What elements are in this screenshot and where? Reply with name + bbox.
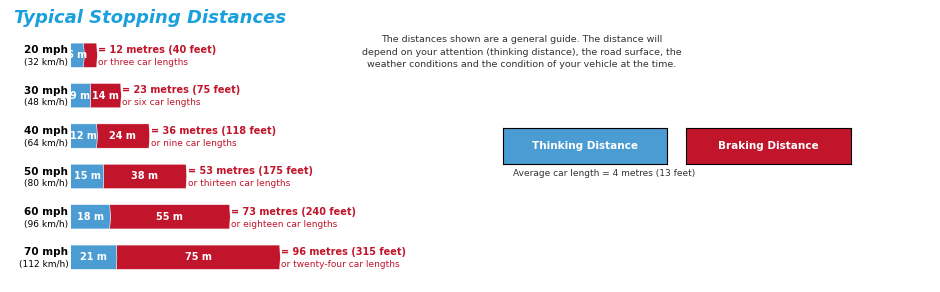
Polygon shape <box>70 164 103 189</box>
Text: 6 m: 6 m <box>67 50 87 60</box>
Text: (64 km/h): (64 km/h) <box>24 139 69 148</box>
Polygon shape <box>97 124 149 148</box>
Polygon shape <box>70 43 85 67</box>
Text: 12 m: 12 m <box>70 131 97 141</box>
Polygon shape <box>70 84 91 108</box>
Polygon shape <box>90 84 121 108</box>
Polygon shape <box>84 43 98 67</box>
Polygon shape <box>70 245 117 269</box>
Text: or twenty-four car lengths: or twenty-four car lengths <box>281 260 400 269</box>
Text: 24 m: 24 m <box>109 131 136 141</box>
Text: or thirteen car lengths: or thirteen car lengths <box>188 179 290 188</box>
Text: = 53 metres (175 feet): = 53 metres (175 feet) <box>188 166 313 176</box>
Text: 14 m: 14 m <box>92 91 118 101</box>
Text: or nine car lengths: or nine car lengths <box>150 139 236 148</box>
Text: Typical Stopping Distances: Typical Stopping Distances <box>14 9 286 27</box>
Polygon shape <box>117 245 280 269</box>
Polygon shape <box>103 164 187 189</box>
Text: = 36 metres (118 feet): = 36 metres (118 feet) <box>150 126 275 136</box>
Text: 20 mph: 20 mph <box>24 45 69 55</box>
Text: 9 m: 9 m <box>70 91 90 101</box>
Text: 50 mph: 50 mph <box>24 166 69 177</box>
Text: 40 mph: 40 mph <box>24 126 69 136</box>
Text: or three car lengths: or three car lengths <box>99 58 188 67</box>
Text: = 96 metres (315 feet): = 96 metres (315 feet) <box>281 247 406 257</box>
Text: Braking Distance: Braking Distance <box>718 141 819 151</box>
Polygon shape <box>70 205 110 229</box>
Text: (48 km/h): (48 km/h) <box>24 98 69 107</box>
Text: or six car lengths: or six car lengths <box>122 98 201 107</box>
Text: (96 km/h): (96 km/h) <box>24 220 69 229</box>
Text: = 73 metres (240 feet): = 73 metres (240 feet) <box>231 206 356 217</box>
Text: = 23 metres (75 feet): = 23 metres (75 feet) <box>122 85 241 95</box>
Text: 15 m: 15 m <box>73 171 101 181</box>
Text: or eighteen car lengths: or eighteen car lengths <box>231 220 337 229</box>
Text: (112 km/h): (112 km/h) <box>19 260 69 269</box>
Text: Thinking Distance: Thinking Distance <box>532 141 638 151</box>
Polygon shape <box>70 124 98 148</box>
Text: 75 m: 75 m <box>184 252 212 262</box>
Text: 60 mph: 60 mph <box>24 207 69 217</box>
Text: 30 mph: 30 mph <box>24 86 69 96</box>
Text: 38 m: 38 m <box>132 171 158 181</box>
Text: 55 m: 55 m <box>156 212 183 222</box>
Text: = 12 metres (40 feet): = 12 metres (40 feet) <box>99 45 216 55</box>
Text: The distances shown are a general guide. The distance will
depend on your attent: The distances shown are a general guide.… <box>362 35 682 69</box>
Polygon shape <box>110 205 230 229</box>
Text: 21 m: 21 m <box>80 252 107 262</box>
Text: (32 km/h): (32 km/h) <box>24 58 69 67</box>
Text: (80 km/h): (80 km/h) <box>24 179 69 188</box>
Text: Average car length = 4 metres (13 feet): Average car length = 4 metres (13 feet) <box>513 169 696 178</box>
Text: 70 mph: 70 mph <box>24 247 69 257</box>
Text: 18 m: 18 m <box>77 212 103 222</box>
